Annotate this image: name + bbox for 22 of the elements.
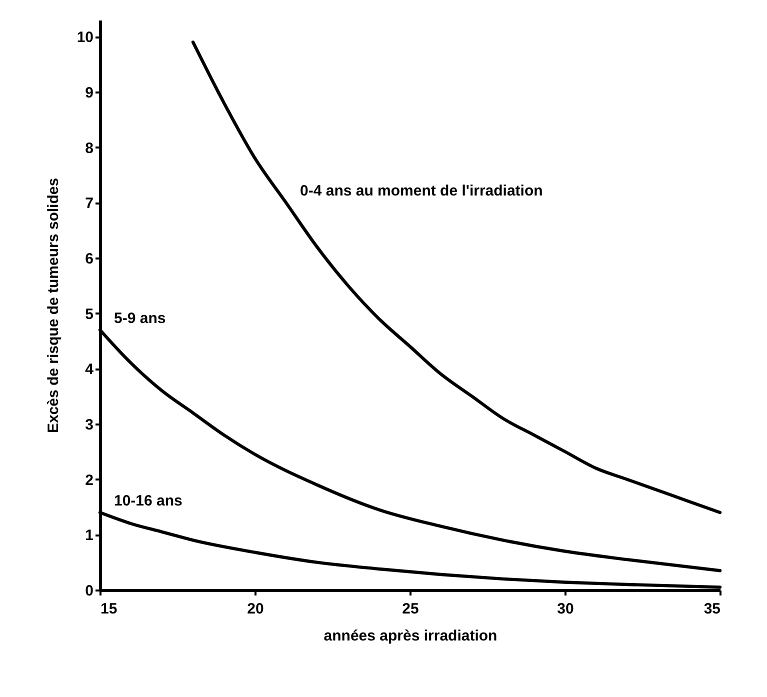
- y-tick-label: 5: [85, 306, 94, 323]
- y-tick-label: 2: [85, 472, 94, 489]
- y-tick-label: 9: [85, 84, 94, 102]
- y-tick-label: 0: [85, 582, 94, 600]
- x-axis-title: années après irradiation: [324, 628, 498, 644]
- y-axis-title: Excès de risque de tumeurs solides: [44, 178, 62, 434]
- series-label: 5-9 ans: [114, 310, 166, 327]
- y-tick-label: 4: [85, 361, 94, 378]
- x-tick-label: 25: [402, 600, 419, 618]
- y-tick-label: 6: [85, 250, 94, 268]
- y-tick-label: 3: [85, 416, 94, 434]
- x-tick-label: 30: [557, 600, 574, 618]
- y-tick-label: 7: [85, 195, 94, 212]
- y-tick-label: 8: [85, 140, 94, 157]
- y-tick-label: 1: [85, 527, 94, 544]
- series-label: 0-4 ans au moment de l'irradiation: [300, 182, 543, 200]
- x-tick-label: 15: [100, 600, 118, 618]
- x-tick-label: 20: [247, 600, 264, 618]
- y-tick-label: 10: [76, 29, 94, 46]
- x-tick-label: 35: [704, 600, 720, 618]
- line-series: [191, 40, 722, 514]
- series-label: 10-16 ans: [114, 492, 182, 510]
